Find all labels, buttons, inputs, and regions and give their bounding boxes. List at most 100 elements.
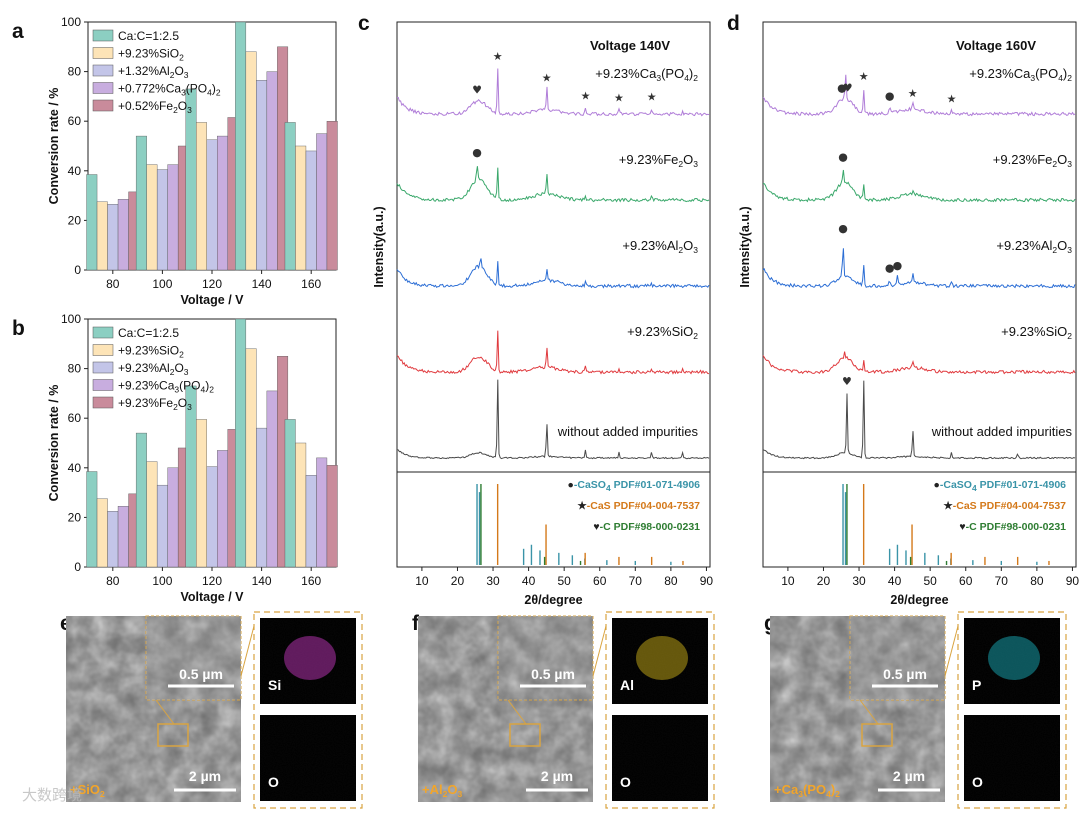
legend-entry: +0.772%Ca3(PO4)2 bbox=[118, 82, 221, 98]
panel-label: a bbox=[12, 20, 24, 43]
subscript: 2 bbox=[678, 245, 683, 255]
x-tick-label: 20 bbox=[817, 574, 831, 588]
text-part: Al bbox=[159, 361, 170, 375]
x-tick-label: 10 bbox=[781, 574, 795, 588]
xrd-trace-4 bbox=[762, 74, 1076, 117]
x-tick-label: 70 bbox=[995, 574, 1009, 588]
trace-label: +9.23%Ca3(PO4)2 bbox=[595, 66, 698, 83]
inset-scale-label: 0.5 µm bbox=[883, 666, 927, 682]
bar-b-s4-160 bbox=[326, 465, 338, 568]
ref-legend-C: ♥-C PDF#98-000-0231 bbox=[593, 521, 700, 533]
text-part: +0.772 bbox=[118, 82, 155, 96]
xrd-trace-2 bbox=[396, 258, 710, 289]
y-tick-label: 0 bbox=[74, 560, 81, 574]
trace-label: +9.23%Ca3(PO4)2 bbox=[969, 66, 1072, 83]
bar-a-s3-80 bbox=[117, 199, 129, 271]
text-part: % bbox=[148, 396, 159, 410]
ref-legend-CaS: ★-CaS PDF#04-004-7537 bbox=[943, 500, 1066, 512]
subscript: 2 bbox=[216, 88, 221, 98]
chart-title: Voltage 160V bbox=[956, 38, 1036, 53]
element-map-speckle bbox=[260, 715, 356, 801]
y-tick-label: 0 bbox=[74, 263, 81, 277]
xrd-trace-1 bbox=[762, 351, 1076, 375]
x-tick-label: 70 bbox=[629, 574, 643, 588]
bar-a-s3-100 bbox=[167, 164, 179, 271]
bar-b-s0-100 bbox=[135, 432, 147, 568]
ref-text: -CaS PDF#04-004-7537 bbox=[953, 500, 1066, 512]
xrd-trace-4 bbox=[396, 68, 710, 117]
subscript: 2 bbox=[173, 105, 178, 115]
ref-text: -CaS PDF#04-004-7537 bbox=[587, 500, 700, 512]
peak-marker-dot: ● bbox=[885, 261, 895, 274]
bar-b-s1-140 bbox=[245, 348, 257, 568]
trace-label: without added impurities bbox=[557, 424, 699, 439]
bar-a-s2-140 bbox=[256, 80, 268, 271]
subscript: 3 bbox=[1030, 73, 1035, 83]
x-axis-label: 2θ/degree bbox=[524, 593, 582, 607]
subscript: 3 bbox=[184, 367, 189, 377]
text-part: +9.23 bbox=[118, 379, 149, 393]
trace-label: +9.23%Fe2O3 bbox=[993, 152, 1072, 169]
mapping-frame bbox=[605, 611, 715, 809]
x-tick-label: 100 bbox=[152, 574, 172, 588]
sem-panel-e: e 0.5 µm 2 µm +SiO2 Si O bbox=[60, 611, 363, 809]
subscript: 3 bbox=[693, 245, 698, 255]
legend-entry: +9.23%SiO2 bbox=[118, 344, 184, 360]
watermark: 大数跨境 bbox=[22, 786, 82, 804]
xrd-trace-1 bbox=[396, 330, 710, 375]
sem-panel-g: g0.5 µm2 µm+Ca3(PO4)2PO bbox=[764, 611, 1067, 809]
peak-marker-dot: ● bbox=[472, 146, 482, 159]
inset-scale-label: 0.5 µm bbox=[531, 666, 575, 682]
y-tick-label: 100 bbox=[61, 312, 81, 326]
bar-b-s3-100 bbox=[167, 467, 179, 568]
inset-scale-label: 0.5 µm bbox=[179, 666, 223, 682]
text-part: +1.32 bbox=[118, 64, 149, 78]
mapping-frame bbox=[253, 611, 363, 809]
y-tick-label: 40 bbox=[68, 461, 82, 475]
text-part: O bbox=[1057, 152, 1067, 167]
sem-roi-box bbox=[509, 723, 541, 747]
bar-b-s1-120 bbox=[196, 419, 207, 568]
bar-a-s0-120 bbox=[185, 88, 197, 271]
x-tick-label: 80 bbox=[1030, 574, 1044, 588]
text-part: % bbox=[148, 99, 159, 113]
text-part: % bbox=[148, 379, 159, 393]
bar-b-s1-160 bbox=[295, 442, 307, 568]
text-part: SiO bbox=[159, 344, 179, 358]
text-part: +9.23 bbox=[118, 396, 149, 410]
x-tick-label: 160 bbox=[301, 277, 321, 291]
text-part: without added impurities bbox=[557, 424, 699, 439]
panel-label: d bbox=[727, 12, 740, 35]
ref-text: 4 bbox=[972, 483, 977, 493]
x-tick-label: 30 bbox=[852, 574, 866, 588]
xrd-trace-0 bbox=[762, 380, 1076, 460]
subscript: 2 bbox=[1067, 73, 1072, 83]
panel-label: c bbox=[358, 12, 370, 35]
legend-entry: +9.23%Fe2O3 bbox=[118, 396, 192, 412]
subscript: 4 bbox=[200, 385, 205, 395]
y-tick-label: 60 bbox=[68, 114, 82, 128]
sample-label: +Ca3(PO4)2 bbox=[774, 782, 840, 799]
subscript: 3 bbox=[187, 402, 192, 412]
subscript: 2 bbox=[678, 159, 683, 169]
sem-roi-box bbox=[861, 723, 893, 747]
x-tick-label: 80 bbox=[106, 574, 120, 588]
ref-symbol: ● bbox=[934, 479, 940, 491]
mapping-frame bbox=[957, 611, 1067, 809]
x-axis-label: 2θ/degree bbox=[890, 593, 948, 607]
bar-a-s2-80 bbox=[107, 204, 119, 271]
legend-entry: Ca:C=1:2.5 bbox=[118, 29, 179, 43]
text-part: +9.23 bbox=[118, 47, 149, 61]
x-tick-label: 10 bbox=[415, 574, 429, 588]
y-tick-label: 100 bbox=[61, 15, 81, 29]
xrd-trace-3 bbox=[396, 166, 710, 203]
bar-b-s0-160 bbox=[284, 419, 296, 568]
text-part: O bbox=[178, 99, 187, 113]
text-part: (PO bbox=[1035, 66, 1058, 81]
text-part: +9.23%Ca bbox=[969, 66, 1031, 81]
trace-label: +9.23%Fe2O3 bbox=[619, 152, 698, 169]
y-axis-label: Intensity(a.u.) bbox=[372, 206, 386, 287]
text-part: Fe bbox=[159, 99, 173, 113]
subscript: 3 bbox=[656, 73, 661, 83]
x-axis-label: Voltage / V bbox=[181, 590, 245, 604]
